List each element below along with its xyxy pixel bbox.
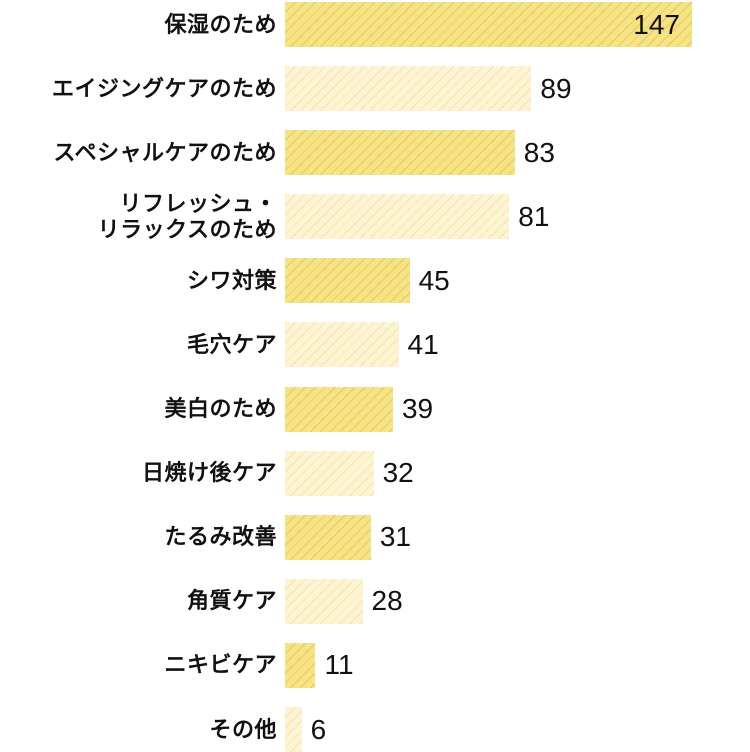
bar-row: 角質ケア 28 <box>0 578 750 624</box>
bar <box>285 258 410 304</box>
bar-row: たるみ改善 31 <box>0 514 750 560</box>
value-label: 147 <box>633 8 680 40</box>
category-label-line: 毛穴ケア <box>186 331 277 357</box>
value-label: 41 <box>407 328 439 360</box>
bar <box>285 450 374 496</box>
category-label: リフレッシュ・ リラックスのため <box>0 191 277 243</box>
bar <box>285 66 532 112</box>
bar <box>285 130 515 176</box>
bar-row: ニキビケア 11 <box>0 642 750 688</box>
category-label-line: 角質ケア <box>186 588 277 614</box>
category-label-line: エイジングケアのため <box>51 75 277 101</box>
category-label: 日焼け後ケア <box>0 460 277 486</box>
bar <box>285 514 371 560</box>
bar <box>285 194 510 240</box>
category-label: スペシャルケアのため <box>0 140 277 166</box>
category-label: エイジングケアのため <box>0 76 277 102</box>
category-label-line: リラックスのため <box>97 216 277 242</box>
bar: 147 <box>285 2 692 47</box>
category-label: 角質ケア <box>0 588 277 614</box>
category-label: 保湿のため <box>0 12 277 38</box>
category-label-line: リフレッシュ・ <box>119 190 277 216</box>
bar-row: リフレッシュ・ リラックスのため 81 <box>0 191 750 242</box>
value-label: 81 <box>518 200 550 232</box>
category-label-line: 保湿のため <box>164 11 277 37</box>
category-label-line: ニキビケア <box>164 652 277 678</box>
bar <box>285 386 393 432</box>
value-label: 11 <box>324 649 354 681</box>
bar-row: 日焼け後ケア 32 <box>0 450 750 496</box>
bar-row: 保湿のため 147 <box>0 2 750 47</box>
bar <box>285 322 399 368</box>
category-label: その他 <box>0 717 277 743</box>
category-label-line: その他 <box>209 716 277 742</box>
category-label-line: 日焼け後ケア <box>141 460 277 486</box>
value-label: 6 <box>310 713 327 745</box>
bar-row: スペシャルケアのため 83 <box>0 130 750 176</box>
value-label: 39 <box>401 393 434 425</box>
bar-row: 美白のため 39 <box>0 386 750 432</box>
category-label: たるみ改善 <box>0 524 277 550</box>
bar-row: エイジングケアのため 89 <box>0 66 750 112</box>
bar <box>285 707 302 752</box>
bar-row: 毛穴ケア 41 <box>0 322 750 368</box>
value-label: 32 <box>382 457 414 489</box>
category-label: シワ対策 <box>0 268 277 294</box>
category-label: 美白のため <box>0 396 277 422</box>
bar-row: その他 6 <box>0 707 750 752</box>
bar-row: シワ対策 45 <box>0 258 750 304</box>
value-label: 45 <box>418 264 450 296</box>
category-label-line: スペシャルケアのため <box>53 139 277 165</box>
bar <box>285 642 316 688</box>
bar <box>285 578 363 624</box>
category-label-line: たるみ改善 <box>164 524 277 550</box>
category-label-line: シワ対策 <box>186 267 277 293</box>
value-label: 89 <box>540 72 572 104</box>
category-label-line: 美白のため <box>164 396 277 422</box>
value-label: 31 <box>379 521 411 553</box>
value-label: 28 <box>371 585 403 617</box>
category-label: ニキビケア <box>0 652 277 678</box>
value-label: 83 <box>523 136 555 168</box>
category-label: 毛穴ケア <box>0 332 277 358</box>
